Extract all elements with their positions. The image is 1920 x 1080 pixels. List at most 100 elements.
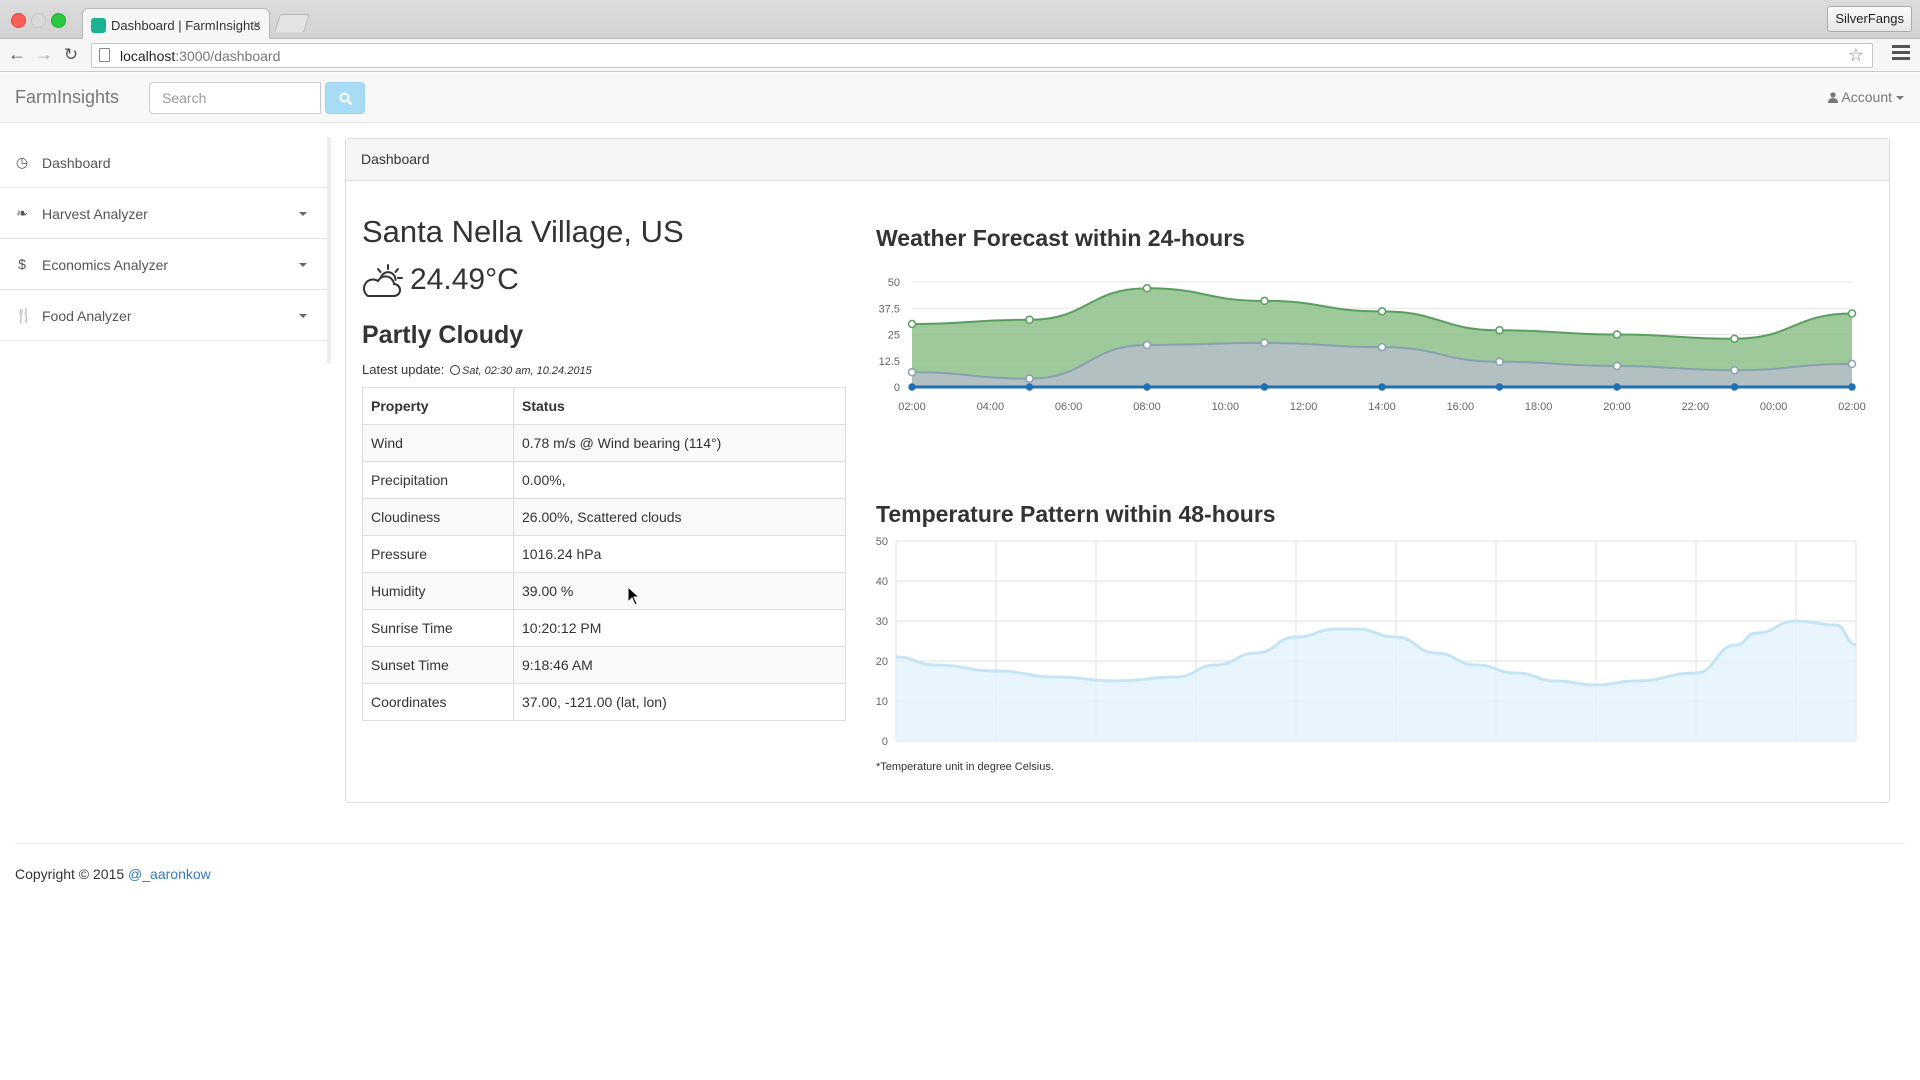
dollar-icon: $ <box>18 256 26 272</box>
search-button[interactable] <box>325 82 365 114</box>
update-time: Sat, 02:30 am, 10.24.2015 <box>462 365 592 377</box>
sidebar-item-label: Economics Analyzer <box>42 257 169 273</box>
data-point <box>1848 383 1856 391</box>
x-tick-label: 00:00 <box>1760 401 1788 413</box>
property-cell: Coordinates <box>362 683 514 721</box>
column-header-status: Status <box>513 387 846 425</box>
leaf-icon: ❧ <box>16 205 28 221</box>
property-cell: Sunrise Time <box>362 609 514 647</box>
table-row: Pressure 1016.24 hPa <box>362 535 846 573</box>
data-point <box>1847 359 1857 369</box>
clock-icon <box>450 365 461 375</box>
table-row: Humidity 39.00 % <box>362 572 846 610</box>
forecast-chart: 0 12.5 25 37.5 50 02:00 04:00 06:00 08:00 10:00 12… <box>879 277 1866 413</box>
sidebar-item-economics-analyzer[interactable]: $ Economics Analyzer <box>0 239 327 290</box>
footer-divider <box>15 843 1905 844</box>
y-tick-label: 20 <box>876 656 888 668</box>
status-cell: 9:18:46 AM <box>513 646 846 684</box>
property-cell: Pressure <box>362 535 514 573</box>
brand-logo[interactable]: FarmInsights <box>15 87 120 107</box>
back-arrow-icon[interactable]: ← <box>8 44 26 64</box>
data-point <box>1025 383 1034 391</box>
app-navbar: FarmInsights Account <box>0 73 1920 123</box>
table-header-row: Property Status <box>362 387 846 425</box>
window-minimize-button[interactable] <box>31 13 46 28</box>
temperature-value: 24.49°C <box>410 263 519 296</box>
dashboard-panel: Dashboard Santa Nella Village, US 24.49°… <box>345 138 1890 803</box>
search-icon <box>339 92 353 106</box>
data-point <box>1025 315 1034 325</box>
latest-update: Latest update: Sat, 02:30 am, 10.24.2015 <box>362 362 592 377</box>
weather-condition: Partly Cloudy <box>362 321 524 349</box>
table-row: Coordinates 37.00, -121.00 (lat, lon) <box>362 683 846 721</box>
x-tick-label: 10:00 <box>1212 401 1240 413</box>
browser-toolbar: ← → ↻ localhost:3000/dashboard ☆ <box>0 39 1920 72</box>
panel-heading: Dashboard <box>346 139 1889 181</box>
url-text[interactable]: localhost:3000/dashboard <box>120 48 281 64</box>
data-point <box>1730 334 1739 343</box>
data-point <box>1377 342 1387 352</box>
browser-tab-active[interactable]: Dashboard | FarmInsights × <box>82 8 270 40</box>
temperature-area <box>896 621 1856 741</box>
data-point <box>1260 338 1269 348</box>
sidebar-item-harvest-analyzer[interactable]: ❧ Harvest Analyzer <box>0 188 327 239</box>
search-input[interactable] <box>149 82 321 114</box>
x-tick-label: 02:00 <box>1838 401 1866 413</box>
y-tick-label: 0 <box>894 382 900 394</box>
table-row: Sunset Time 9:18:46 AM <box>362 646 846 684</box>
tab-close-icon[interactable]: × <box>252 16 261 32</box>
x-tick-label: 18:00 <box>1525 401 1553 413</box>
property-cell: Humidity <box>362 572 514 610</box>
address-bar[interactable]: localhost:3000/dashboard ☆ <box>91 43 1873 68</box>
user-icon <box>1828 92 1839 103</box>
property-cell: Precipitation <box>362 461 514 499</box>
data-point <box>1378 383 1386 391</box>
x-tick-label: 06:00 <box>1055 401 1083 413</box>
author-link[interactable]: @_aaronkow <box>128 866 211 882</box>
browser-menu-icon[interactable] <box>1892 45 1910 63</box>
caret-down-icon <box>299 263 307 267</box>
status-cell: 39.00 % <box>513 572 846 610</box>
account-dropdown[interactable]: Account <box>1828 89 1904 105</box>
data-point <box>907 319 917 329</box>
current-temperature: 24.49°C <box>362 263 519 298</box>
caret-down-icon <box>1896 96 1904 101</box>
new-tab-button[interactable] <box>274 14 310 32</box>
status-cell: 37.00, -121.00 (lat, lon) <box>513 683 846 721</box>
x-tick-label: 22:00 <box>1682 401 1710 413</box>
bookmark-star-icon[interactable]: ☆ <box>1847 45 1864 65</box>
reload-icon[interactable]: ↻ <box>63 45 79 64</box>
window-zoom-button[interactable] <box>51 13 66 28</box>
data-point <box>1495 326 1504 335</box>
temperature-chart: 0 10 20 30 40 50 <box>876 536 1857 746</box>
caret-down-icon <box>299 212 307 216</box>
series-area-1 <box>912 342 1852 387</box>
x-tick-label: 12:00 <box>1290 401 1318 413</box>
table-row: Wind 0.78 m/s @ Wind bearing (114°) <box>362 424 846 462</box>
footer: Copyright © 2015 @_aaronkow <box>15 866 211 882</box>
y-tick-label: 0 <box>882 736 888 746</box>
data-point <box>1025 374 1034 383</box>
y-tick-label: 37.5 <box>879 303 900 315</box>
x-tick-label: 14:00 <box>1368 401 1396 413</box>
table-row: Precipitation 0.00%, <box>362 461 846 499</box>
data-point <box>907 368 917 377</box>
status-cell: 26.00%, Scattered clouds <box>513 498 846 536</box>
data-point <box>1142 340 1152 350</box>
partly-cloudy-icon <box>363 264 403 298</box>
y-tick-label: 10 <box>876 696 888 708</box>
sidebar-item-food-analyzer[interactable]: 🍴 Food Analyzer <box>0 290 327 341</box>
profile-button[interactable]: SilverFangs <box>1827 6 1912 32</box>
data-point <box>1495 383 1504 391</box>
data-point <box>1143 383 1151 391</box>
sidebar-item-dashboard[interactable]: ◷ Dashboard <box>0 137 327 188</box>
temperature-chart-title: Temperature Pattern within 48-hours <box>876 501 1276 527</box>
page-icon <box>99 48 110 62</box>
property-cell: Cloudiness <box>362 498 514 536</box>
window-close-button[interactable] <box>11 13 26 28</box>
sidebar-item-label: Dashboard <box>42 155 111 171</box>
status-cell: 0.78 m/s @ Wind bearing (114°) <box>513 424 846 462</box>
status-cell: 1016.24 hPa <box>513 535 846 573</box>
forward-arrow-icon[interactable]: → <box>35 44 53 64</box>
tab-title: Dashboard | FarmInsights <box>111 18 261 33</box>
